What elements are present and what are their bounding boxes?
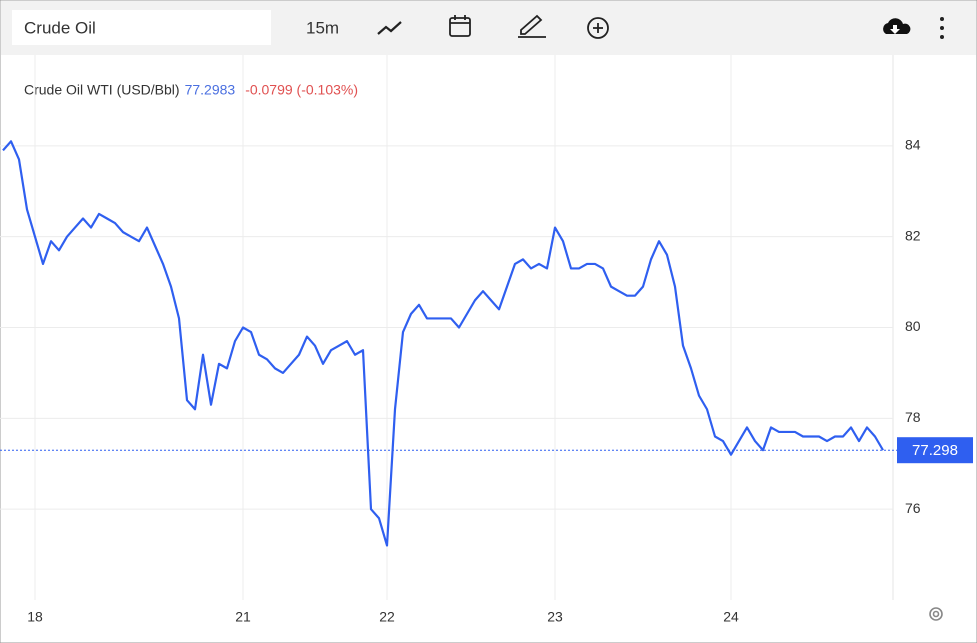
x-tick-label: 23 <box>547 609 563 625</box>
search-box[interactable] <box>12 10 271 45</box>
price-tag: 77.298 <box>912 442 958 459</box>
y-tick-label: 76 <box>905 500 921 516</box>
price-tag-box <box>897 437 973 464</box>
menu-icon[interactable] <box>940 17 944 39</box>
x-tick-label: 21 <box>235 609 251 625</box>
search-text[interactable]: Crude Oil <box>24 18 96 37</box>
settings-icon[interactable] <box>929 607 943 621</box>
price-line <box>2 140 884 547</box>
x-tick-label: 24 <box>723 609 739 625</box>
draw-icon[interactable] <box>518 14 546 38</box>
y-tick-label: 82 <box>905 227 921 243</box>
calendar-icon[interactable] <box>449 15 471 37</box>
interval[interactable]: 15m <box>306 18 339 37</box>
y-tick-label: 80 <box>905 318 921 334</box>
legend-price: 77.2983 <box>185 82 236 98</box>
line-icon[interactable] <box>377 21 402 35</box>
x-tick-label: 22 <box>379 609 395 625</box>
y-tick-label: 78 <box>905 409 921 425</box>
legend-change: -0.0799 (-0.103%) <box>245 82 358 98</box>
x-tick-label: 18 <box>27 609 43 625</box>
download-icon[interactable] <box>883 18 911 34</box>
legend-name: Crude Oil WTI (USD/Bbl) <box>24 82 180 98</box>
add-icon[interactable] <box>587 17 609 39</box>
y-tick-label: 84 <box>905 137 921 153</box>
